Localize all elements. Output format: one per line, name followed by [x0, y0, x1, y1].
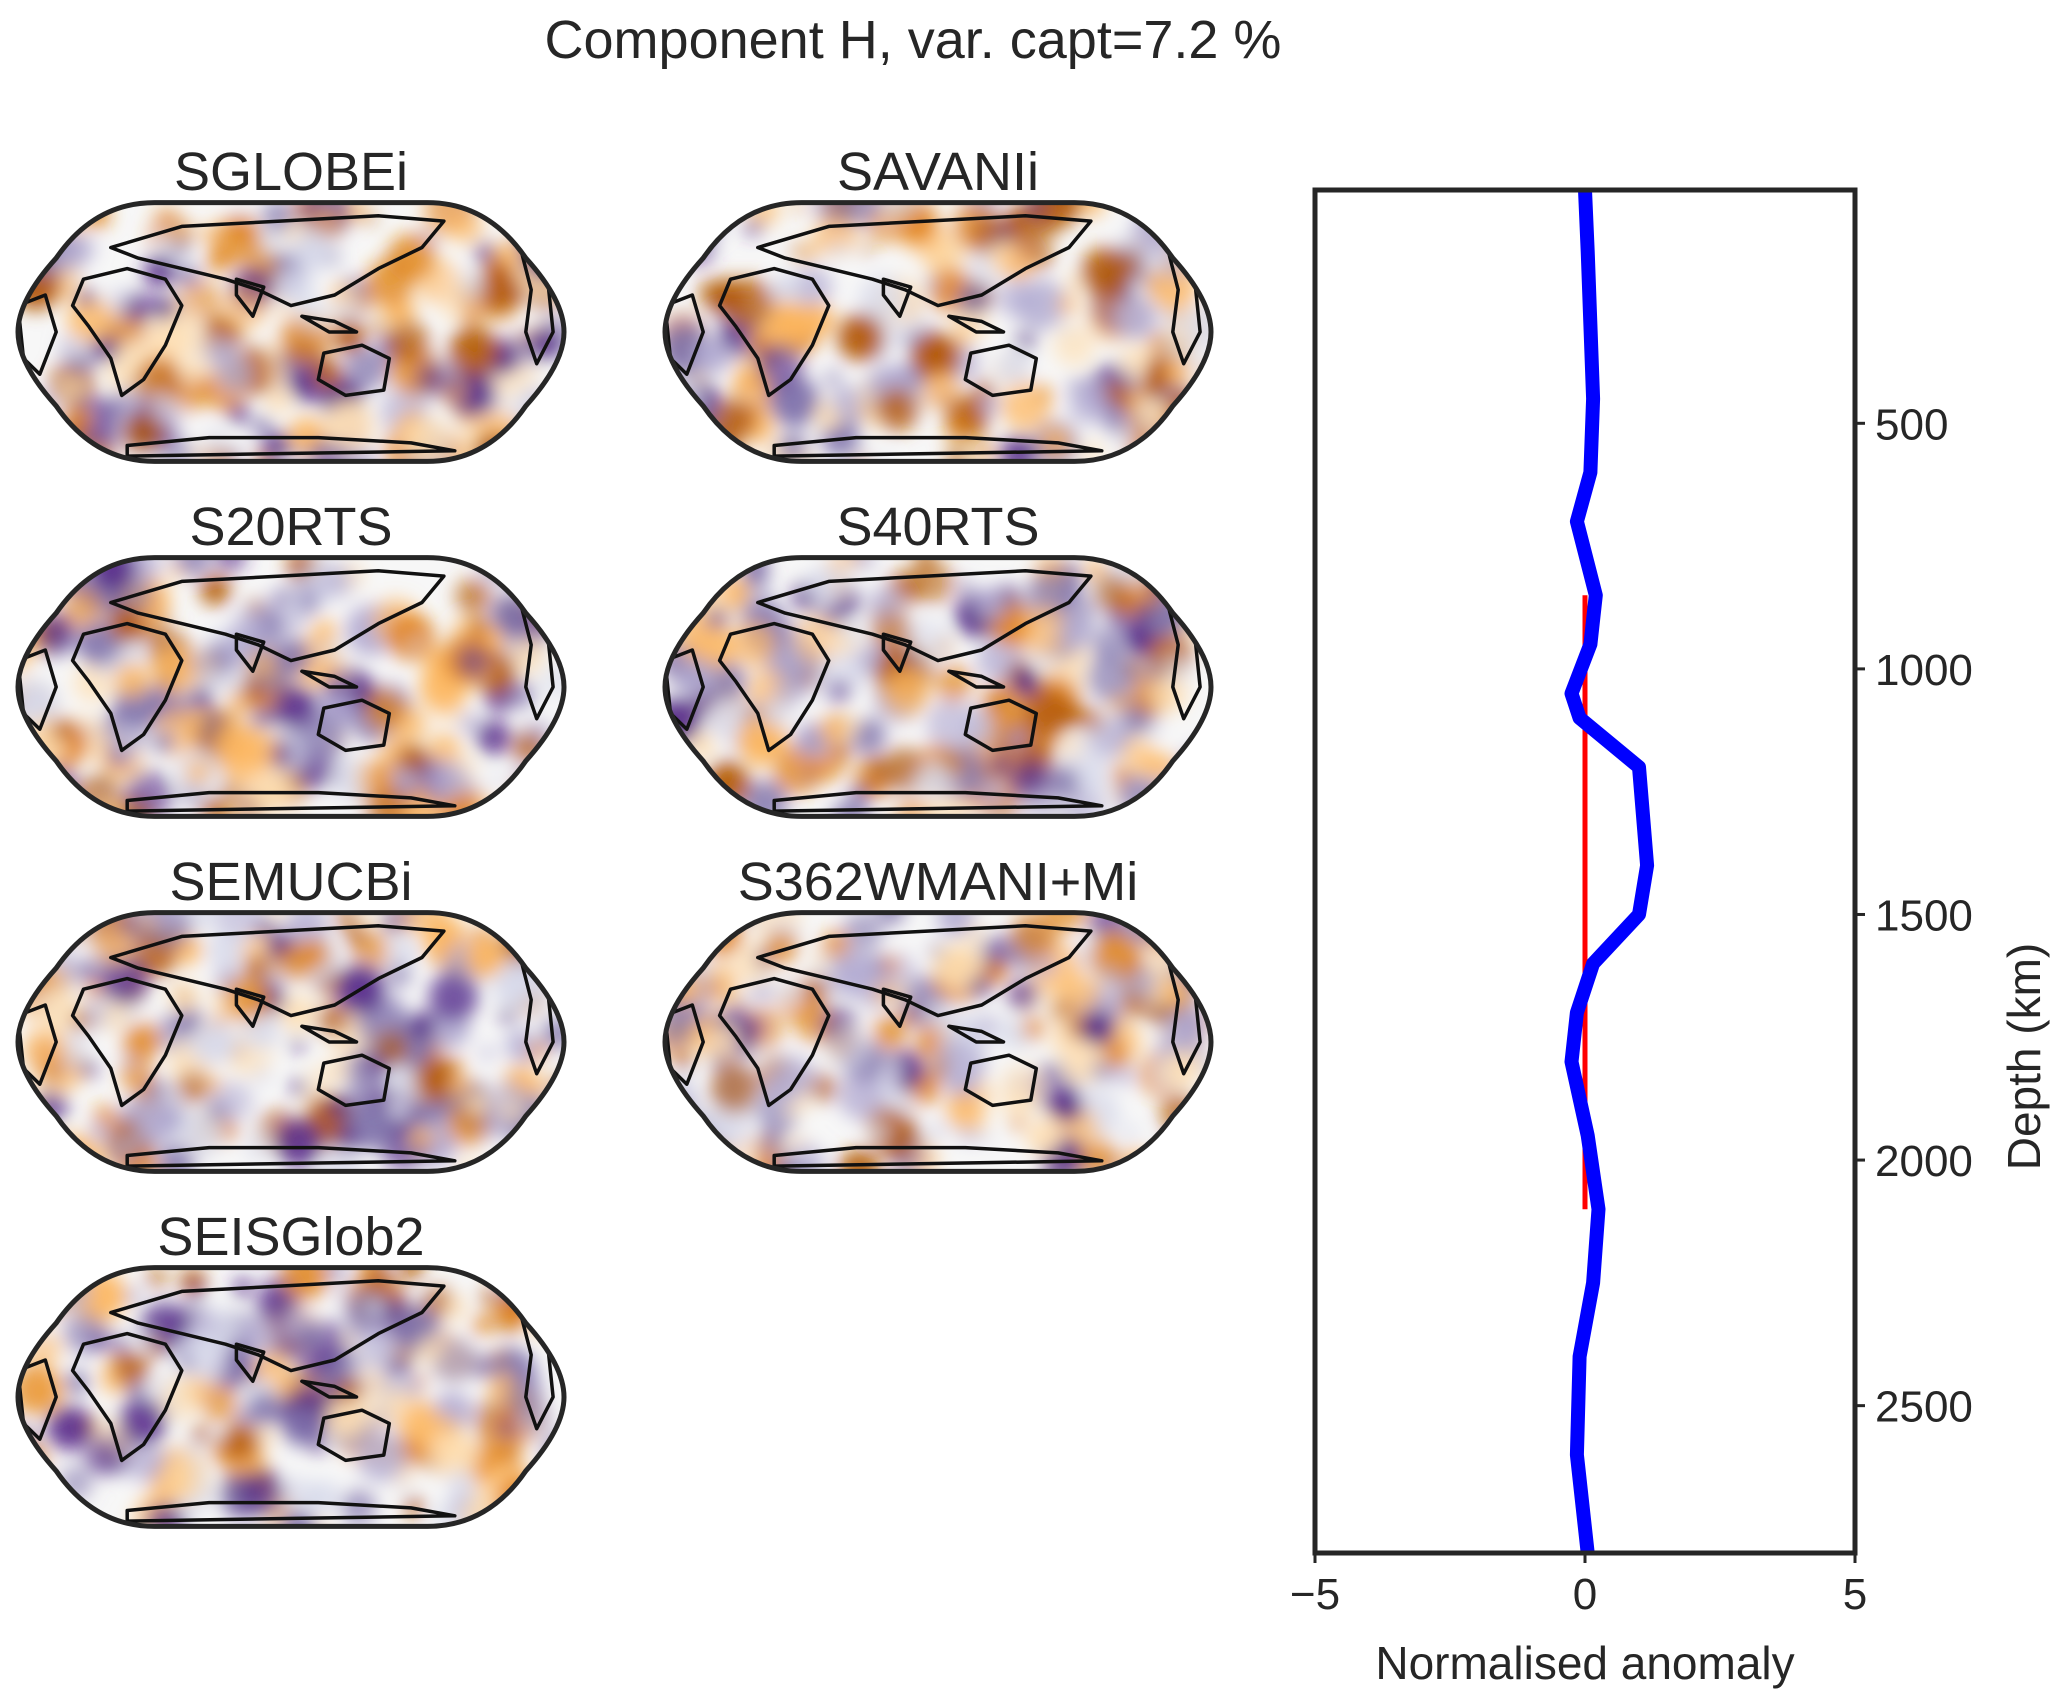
- x-tick-labels: −5 0 5: [1290, 1553, 1867, 1619]
- map-panel: SEISGlob2: [15, 1207, 567, 1529]
- map-panel: S20RTS: [15, 497, 567, 819]
- map-frame: [15, 1265, 567, 1529]
- y-tick-label: 500: [1875, 400, 1948, 449]
- y-tick-labels: 500 1000 1500 2000 2500: [1855, 400, 1973, 1432]
- map-title: S40RTS: [836, 497, 1039, 557]
- map-frame: [662, 200, 1214, 464]
- y-tick-label: 1500: [1875, 891, 1973, 940]
- map-title: SEMUCBi: [169, 852, 412, 912]
- anomaly-field: [18, 912, 564, 1172]
- profile-lines: [1564, 189, 1655, 1554]
- figure-title: Component H, var. capt=7.2 %: [545, 10, 1282, 70]
- map-panels: SGLOBEi SAVANIi S20RTS S40RTS SEMUCBi S362WMA…: [15, 142, 1214, 1529]
- map-title: SGLOBEi: [174, 142, 408, 202]
- map-title: SEISGlob2: [157, 1207, 424, 1267]
- map-panel: SEMUCBi: [15, 852, 567, 1174]
- y-axis-label: Depth (km): [1998, 943, 2050, 1170]
- map-frame: [15, 200, 567, 464]
- y-tick-label: 2500: [1875, 1383, 1973, 1432]
- y-tick-label: 2000: [1875, 1137, 1973, 1186]
- coastlines: [18, 1279, 555, 1523]
- map-title: S362WMANI+Mi: [738, 852, 1139, 912]
- map-frame: [15, 910, 567, 1174]
- map-panel: S362WMANI+Mi: [662, 852, 1214, 1174]
- x-tick-label: −5: [1290, 1570, 1340, 1619]
- x-tick-label: 5: [1843, 1570, 1867, 1619]
- map-title: S20RTS: [189, 497, 392, 557]
- map-frame: [662, 555, 1214, 819]
- map-frame: [15, 555, 567, 819]
- map-panel: S40RTS: [662, 497, 1214, 819]
- anomaly-profile-line: [1564, 189, 1655, 1554]
- x-tick-label: 0: [1573, 1570, 1597, 1619]
- map-title: SAVANIi: [837, 142, 1039, 202]
- anomaly-field: [665, 202, 1211, 462]
- map-frame: [662, 910, 1214, 1174]
- map-panel: SGLOBEi: [15, 142, 567, 464]
- x-axis-label: Normalised anomaly: [1375, 1637, 1794, 1689]
- y-tick-label: 1000: [1875, 646, 1973, 695]
- map-panel: SAVANIi: [662, 142, 1214, 464]
- depth-profile-chart: −5 0 5 500 1000 1500 2000 2500 Normalised anom…: [1290, 187, 2050, 1689]
